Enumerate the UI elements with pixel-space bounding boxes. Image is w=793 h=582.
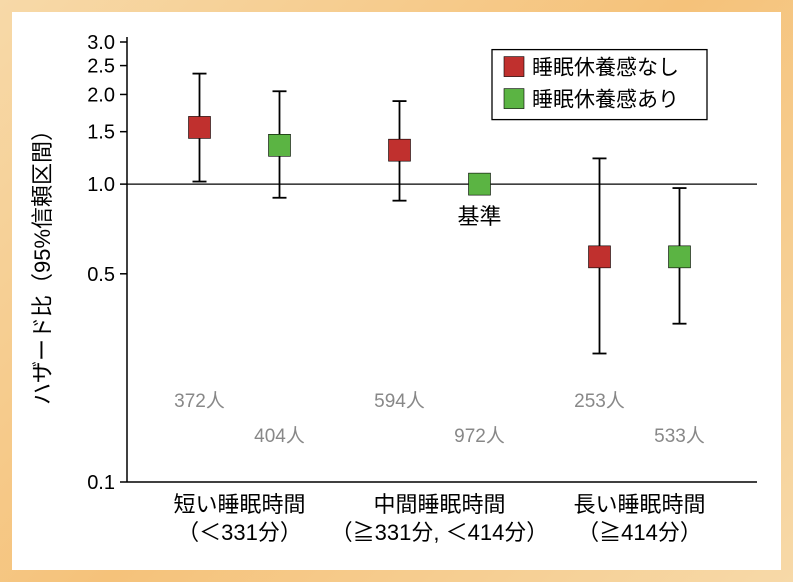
legend-marker [504,89,524,109]
n-count-label: 594人 [374,390,425,412]
y-tick-label: 3.0 [87,32,115,54]
y-tick-label: 0.1 [87,472,115,494]
legend-label: 睡眠休養感なし [532,57,679,80]
y-tick-label: 1.0 [87,174,115,196]
y-tick-label: 2.0 [87,84,115,106]
chart-panel: 0.1 0.5 1.0 1.5 2.0 2.53.0 ハザード比（95%信頼区間） 372人 4… [12,12,781,570]
data-marker [589,246,611,268]
n-count-label: 372人 [174,390,225,412]
data-marker [269,134,291,156]
n-count-label: 972人 [454,425,505,447]
x-group-label-line1: 短い睡眠時間 [173,492,305,517]
forest-plot-svg: 0.1 0.5 1.0 1.5 2.0 2.53.0 ハザード比（95%信頼区間） 372人 4… [12,12,781,570]
reference-label: 基準 [457,204,501,229]
outer-gradient-frame: 0.1 0.5 1.0 1.5 2.0 2.53.0 ハザード比（95%信頼区間） 372人 4… [0,0,793,582]
data-marker [669,246,691,268]
legend-label: 睡眠休養感あり [532,89,679,112]
n-count-label: 404人 [254,425,305,447]
y-tick-label: 1.5 [87,122,115,144]
x-group-label-line1: 中間睡眠時間 [373,492,505,517]
y-axis-label: ハザード比（95%信頼区間） [30,119,55,405]
x-group-label-line2: （≧414分） [577,520,702,545]
legend-marker [504,57,524,77]
n-count-label: 533人 [654,425,705,447]
data-marker [189,116,211,138]
y-tick-label: 0.5 [87,264,115,286]
n-count-label: 253人 [574,390,625,412]
x-group-label-line1: 長い睡眠時間 [573,492,705,517]
data-marker [469,173,491,195]
x-group-label-line2: （＜331分） [177,520,302,545]
y-tick-label: 2.5 [87,56,115,78]
x-group-label-line2: （≧331分, ＜414分） [331,520,549,545]
data-marker [389,139,411,161]
